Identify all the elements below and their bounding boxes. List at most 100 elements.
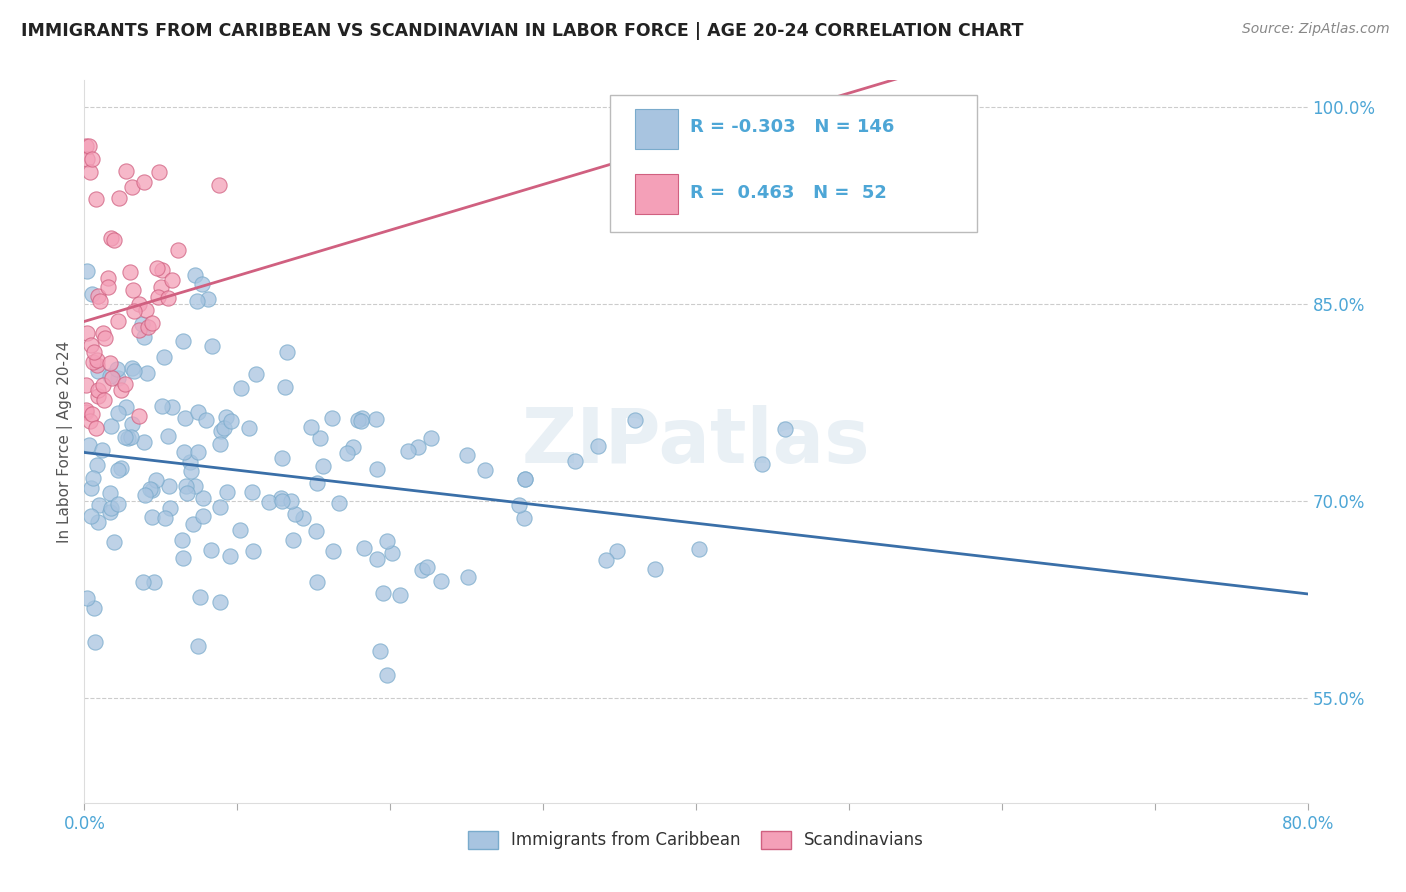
Point bbox=[186, 293, 208, 308]
Point bbox=[132, 575, 155, 590]
Point bbox=[80, 338, 103, 352]
Point bbox=[299, 420, 322, 434]
Point bbox=[80, 287, 103, 301]
Point bbox=[146, 290, 169, 304]
Point bbox=[371, 586, 394, 600]
Point bbox=[79, 414, 101, 428]
Point bbox=[86, 192, 108, 206]
Point bbox=[93, 331, 115, 345]
Point bbox=[375, 667, 398, 681]
Point bbox=[100, 369, 122, 384]
Point bbox=[89, 293, 111, 308]
Point bbox=[128, 409, 150, 424]
Point bbox=[508, 499, 530, 513]
Point bbox=[98, 485, 121, 500]
Point bbox=[87, 499, 110, 513]
Point bbox=[309, 431, 332, 445]
Point bbox=[352, 411, 374, 425]
Point bbox=[209, 500, 232, 515]
Point bbox=[212, 420, 235, 434]
Point bbox=[76, 264, 98, 278]
Point bbox=[353, 541, 375, 555]
Point bbox=[77, 438, 100, 452]
Point bbox=[515, 472, 537, 486]
Point bbox=[623, 413, 645, 427]
Point bbox=[87, 289, 110, 303]
Point bbox=[231, 381, 253, 395]
Point bbox=[100, 419, 122, 434]
Point bbox=[197, 292, 219, 306]
Point bbox=[276, 345, 298, 359]
Point bbox=[172, 550, 194, 565]
Point bbox=[281, 533, 304, 547]
Point bbox=[457, 570, 479, 584]
Point bbox=[107, 497, 129, 511]
Point bbox=[155, 511, 177, 525]
Point bbox=[91, 442, 114, 457]
Point bbox=[80, 152, 103, 166]
Point bbox=[122, 304, 145, 318]
Point bbox=[150, 263, 173, 277]
Point bbox=[107, 406, 129, 420]
Point bbox=[128, 297, 150, 311]
Point bbox=[98, 505, 121, 519]
Point bbox=[366, 551, 388, 566]
Text: R = -0.303   N = 146: R = -0.303 N = 146 bbox=[690, 118, 894, 136]
Point bbox=[195, 413, 218, 427]
Point bbox=[688, 541, 710, 556]
Point bbox=[411, 564, 433, 578]
Point bbox=[76, 591, 98, 606]
Point bbox=[190, 277, 212, 291]
Point bbox=[86, 458, 108, 472]
Point bbox=[115, 164, 138, 178]
Point bbox=[564, 454, 586, 468]
Point bbox=[187, 639, 209, 653]
Point bbox=[135, 367, 157, 381]
Point bbox=[166, 244, 188, 258]
Point bbox=[174, 411, 197, 425]
Point bbox=[115, 400, 138, 414]
Point bbox=[342, 440, 364, 454]
Point bbox=[773, 421, 796, 435]
Point bbox=[121, 179, 143, 194]
Point bbox=[107, 314, 129, 328]
Point bbox=[274, 379, 297, 393]
Point bbox=[176, 485, 198, 500]
Point bbox=[187, 405, 209, 419]
Point bbox=[291, 510, 314, 524]
Point bbox=[347, 412, 370, 426]
Point bbox=[134, 488, 156, 502]
Point bbox=[121, 417, 143, 432]
Point bbox=[173, 445, 195, 459]
Point bbox=[381, 546, 404, 560]
Point bbox=[270, 450, 292, 465]
Point bbox=[103, 535, 125, 549]
Point bbox=[188, 590, 211, 604]
Point bbox=[93, 392, 115, 407]
Point bbox=[75, 405, 97, 419]
Point bbox=[145, 261, 167, 276]
Point bbox=[193, 491, 215, 506]
FancyBboxPatch shape bbox=[610, 95, 977, 232]
Point bbox=[132, 435, 155, 450]
Point bbox=[606, 544, 628, 558]
Point bbox=[172, 533, 194, 548]
Point bbox=[103, 233, 125, 247]
Point bbox=[83, 601, 105, 615]
Point bbox=[98, 355, 121, 369]
Point bbox=[305, 524, 328, 539]
Text: R =  0.463   N =  52: R = 0.463 N = 52 bbox=[690, 184, 887, 202]
Point bbox=[150, 399, 173, 413]
Point bbox=[75, 139, 97, 153]
Point bbox=[122, 283, 145, 297]
Point bbox=[136, 319, 159, 334]
Point bbox=[108, 191, 131, 205]
Point bbox=[75, 402, 97, 417]
Point bbox=[375, 534, 398, 549]
Point bbox=[153, 350, 176, 364]
Point bbox=[406, 440, 429, 454]
Point bbox=[242, 484, 264, 499]
Point bbox=[654, 139, 676, 153]
Point bbox=[219, 549, 242, 564]
Point bbox=[513, 511, 536, 525]
